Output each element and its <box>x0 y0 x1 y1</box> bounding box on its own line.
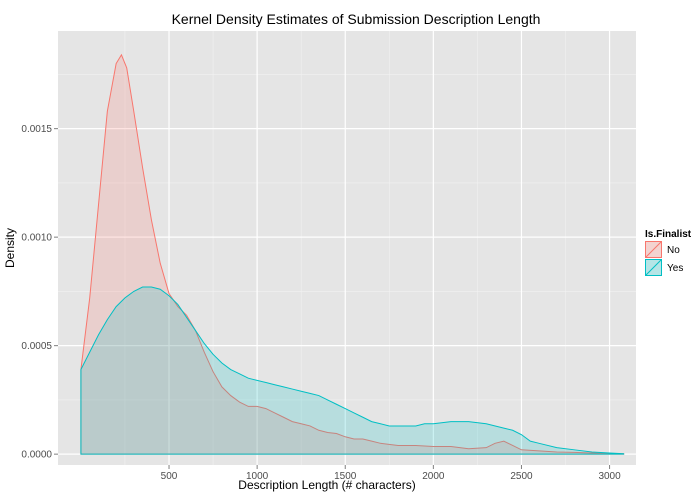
grid <box>58 31 636 465</box>
legend-swatch-line <box>645 241 662 258</box>
y-tick-label: 0.0015 <box>21 124 52 135</box>
x-tick-label: 3000 <box>598 471 621 482</box>
x-axis-title: Description Length (# characters) <box>238 478 415 492</box>
legend-swatch-line <box>645 259 662 276</box>
legend: Is.Finalist No Yes <box>644 229 692 277</box>
chart-title: Kernel Density Estimates of Submission D… <box>172 11 541 27</box>
x-axis: 500 1000 1500 2000 2500 3000 <box>161 465 621 482</box>
density-area-no <box>80 53 625 455</box>
legend-title: Is.Finalist <box>645 229 692 240</box>
legend-label-yes: Yes <box>667 263 683 274</box>
y-tick-label: 0.0000 <box>21 450 52 461</box>
plot-background <box>58 31 636 465</box>
y-tick-label: 0.0005 <box>21 341 52 352</box>
x-tick-label: 2000 <box>422 471 445 482</box>
y-tick-label: 0.0010 <box>21 233 52 244</box>
y-axis-title: Density <box>3 228 17 268</box>
x-tick-label: 1500 <box>334 471 357 482</box>
density-area-yes <box>80 286 625 455</box>
x-tick-label: 500 <box>161 471 178 482</box>
x-tick-label: 2500 <box>510 471 533 482</box>
y-axis: 0.0000 0.0005 0.0010 0.0015 <box>21 124 58 461</box>
density-areas <box>80 53 625 455</box>
legend-label-no: No <box>667 245 680 256</box>
x-tick-label: 1000 <box>246 471 269 482</box>
